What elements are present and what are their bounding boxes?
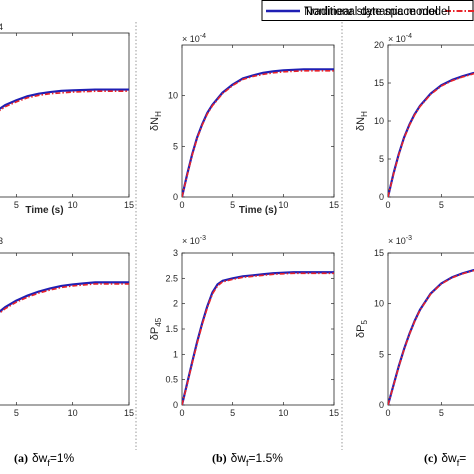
y-axis-label-main: δP xyxy=(149,327,161,340)
axis-multiplier: × 10-4 xyxy=(182,33,206,44)
y-tick-label: 5 xyxy=(379,349,384,359)
x-tick-label: 10 xyxy=(68,408,78,418)
y-tick-label: 0 xyxy=(379,192,384,202)
y-axis-label: δNH xyxy=(149,111,163,131)
y-tick-label: 2.5 xyxy=(165,273,178,283)
y-tick-label: 20 xyxy=(374,40,384,50)
x-tick-label: 15 xyxy=(124,408,134,418)
y-axis-label-main: δN xyxy=(149,117,161,131)
legend-label-traditional: Traditional dynamic model xyxy=(304,6,438,18)
x-tick-label: 5 xyxy=(439,200,444,210)
x-tick-label: 15 xyxy=(124,200,134,210)
x-axis-label: Time (s) xyxy=(239,205,277,216)
series-nonlinear-line xyxy=(388,269,474,405)
axis-multiplier-base: × 10 xyxy=(182,236,200,246)
y-axis-label-sub: H xyxy=(360,111,369,117)
x-tick-label: 0 xyxy=(179,200,184,210)
legend-label-nonlinear: Nonlinear state space model xyxy=(304,6,450,18)
axis-multiplier-exp: -4 xyxy=(200,33,206,40)
y-axis-label: δP5 xyxy=(355,319,369,337)
y-tick-label: 0.5 xyxy=(165,375,178,385)
axis-multiplier: 4 xyxy=(0,22,3,32)
x-tick-label: 5 xyxy=(14,200,19,210)
y-tick-label: 3 xyxy=(173,248,178,258)
axis-multiplier-base: × 10 xyxy=(388,34,406,44)
axis-multiplier: × 10-4 xyxy=(388,33,412,44)
y-tick-label: 0 xyxy=(173,400,178,410)
axes-box-a-bottom xyxy=(0,252,130,406)
x-tick-label: 10 xyxy=(278,200,288,210)
y-axis-label-sub: 45 xyxy=(154,317,163,326)
subplot-a-bottom: 5 10 15 3 xyxy=(0,236,134,418)
x-tick-label: 5 xyxy=(230,408,235,418)
axis-multiplier: × 10-3 xyxy=(182,235,206,246)
axes-box-a-top xyxy=(0,32,130,198)
series-nonlinear-line xyxy=(388,72,474,197)
y-tick-label: 15 xyxy=(374,248,384,258)
x-tick-label: 5 xyxy=(439,408,444,418)
y-axis-label-main: δN xyxy=(355,117,367,131)
x-tick-label: 10 xyxy=(68,200,78,210)
axis-multiplier-exp: -3 xyxy=(200,235,206,242)
y-tick-label: 5 xyxy=(379,154,384,164)
y-tick-label: 10 xyxy=(168,91,178,101)
axes-box-c-top xyxy=(387,44,474,198)
axis-multiplier: × 10-3 xyxy=(388,235,412,246)
panel-caption-b: (b) δwf=1.5% xyxy=(212,451,283,468)
x-tick-label: 0 xyxy=(385,408,390,418)
y-tick-label: 2 xyxy=(173,299,178,309)
series-nonlinear-line xyxy=(182,70,334,197)
y-tick-label: 1.5 xyxy=(165,324,178,334)
legend: Traditional dynamic model Nonlinear stat… xyxy=(261,0,474,21)
axis-multiplier-base: × 10 xyxy=(182,34,200,44)
y-tick-label: 5 xyxy=(173,141,178,151)
axes-box-c-bottom xyxy=(387,252,474,406)
x-tick-label: 15 xyxy=(329,408,339,418)
series-traditional-line xyxy=(182,68,334,197)
y-tick-label: 15 xyxy=(374,78,384,88)
series-traditional-line xyxy=(0,88,129,110)
panel-caption-c: (c) δwf= xyxy=(424,451,466,468)
axis-multiplier-exp: -3 xyxy=(406,235,412,242)
axis-multiplier-exp: -4 xyxy=(406,33,412,40)
series-traditional-line xyxy=(182,271,334,405)
y-axis-label: δNH xyxy=(355,111,369,131)
y-tick-label: 10 xyxy=(374,116,384,126)
axis-multiplier-base: 3 xyxy=(0,236,3,246)
axis-multiplier: 3 xyxy=(0,236,3,246)
y-tick-label: 0 xyxy=(379,400,384,410)
y-axis-label-sub: 5 xyxy=(360,319,369,324)
x-axis-label: Time (s) xyxy=(25,205,63,216)
subplot-b-bottom: 0 5 10 15 0 0.5 1 1.5 2 2.5 3 δP45 × 10-3 xyxy=(149,235,339,418)
y-axis-label-main: δP xyxy=(355,324,367,337)
series-nonlinear-line xyxy=(0,283,129,314)
x-tick-label: 0 xyxy=(385,200,390,210)
x-tick-label: 0 xyxy=(179,408,184,418)
x-tick-label: 5 xyxy=(230,200,235,210)
subplot-c-top: 051005101520δNH× 10-4 xyxy=(355,33,474,210)
x-tick-label: 5 xyxy=(14,408,19,418)
x-tick-label: 15 xyxy=(329,200,339,210)
panel-caption-a: (a) δwf=1% xyxy=(14,451,75,468)
subplot-a-top: 5 10 15 Time (s) 4 xyxy=(0,22,134,216)
y-axis-label-sub: H xyxy=(154,111,163,117)
y-tick-label: 10 xyxy=(374,299,384,309)
y-axis-label: δP45 xyxy=(149,317,163,340)
axis-multiplier-base: × 10 xyxy=(388,236,406,246)
x-tick-label: 10 xyxy=(278,408,288,418)
series-traditional-line xyxy=(0,281,129,313)
axis-multiplier-base: 4 xyxy=(0,22,3,32)
series-nonlinear-line xyxy=(182,272,334,405)
y-tick-label: 1 xyxy=(173,349,178,359)
y-tick-label: 0 xyxy=(173,192,178,202)
subplot-c-bottom: 0510051015δP5× 10-3 xyxy=(355,235,474,418)
axes-box-b-bottom xyxy=(181,252,335,406)
